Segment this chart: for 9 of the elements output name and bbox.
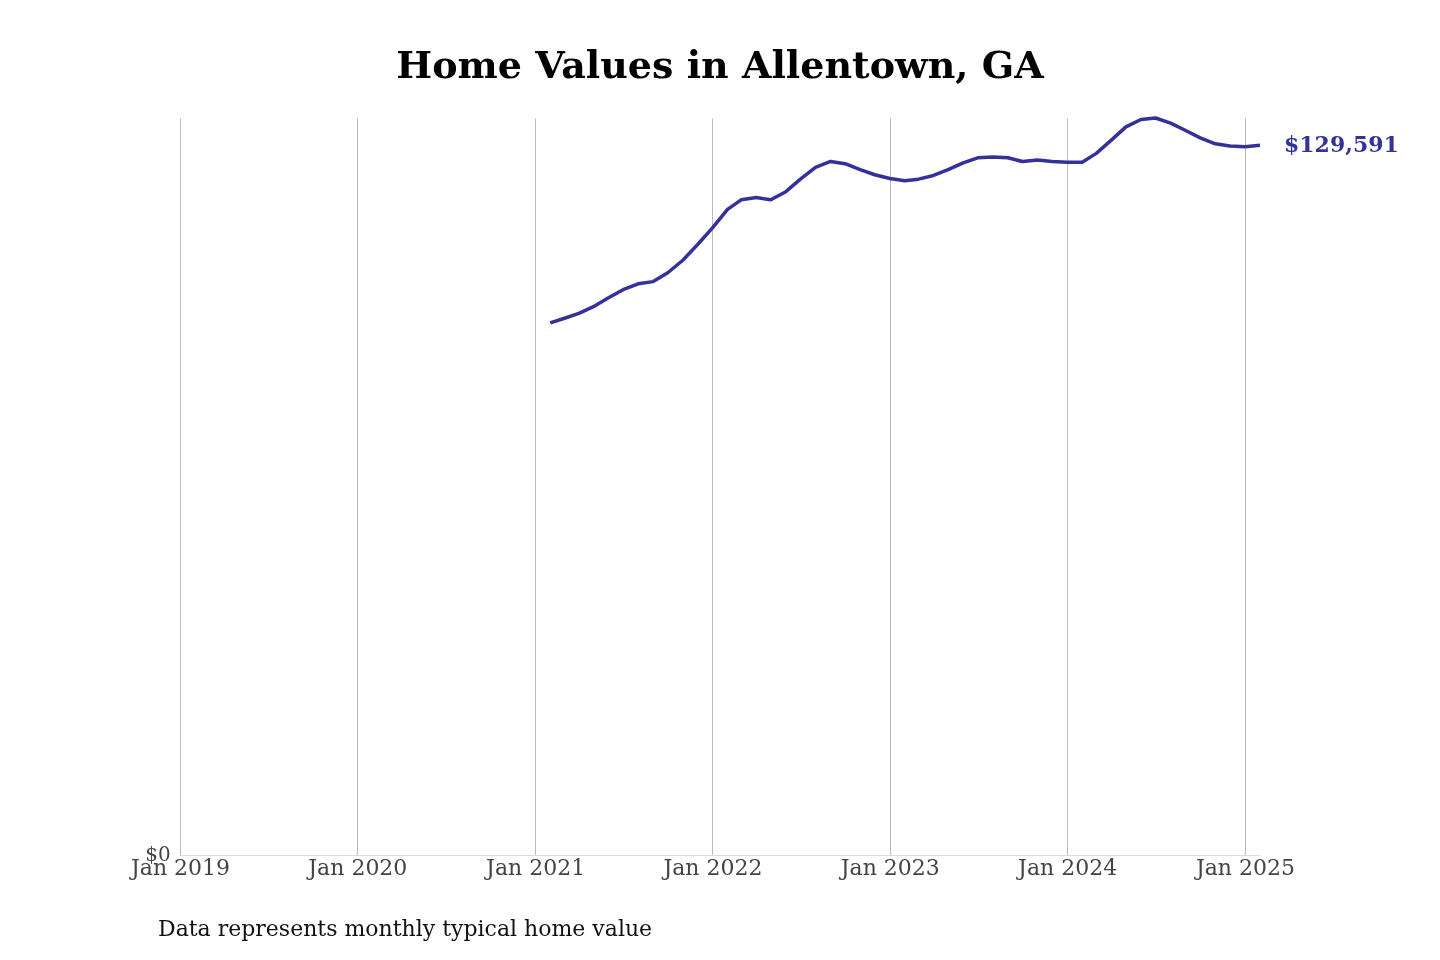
annotation: $129,591	[1284, 131, 1399, 158]
x-tick-label: Jan 2022	[661, 854, 763, 880]
x-tick-label: Jan 2020	[306, 854, 408, 880]
x-tick-label: Jan 2024	[1016, 854, 1118, 880]
chart-title: Home Values in Allentown, GA	[396, 42, 1045, 88]
x-tick-label: Jan 2025	[1193, 854, 1295, 880]
x-tick-label: Jan 2021	[484, 854, 586, 880]
x-tick-label: Jan 2023	[838, 854, 940, 880]
text: Data represents monthly typical home value	[158, 916, 653, 941]
